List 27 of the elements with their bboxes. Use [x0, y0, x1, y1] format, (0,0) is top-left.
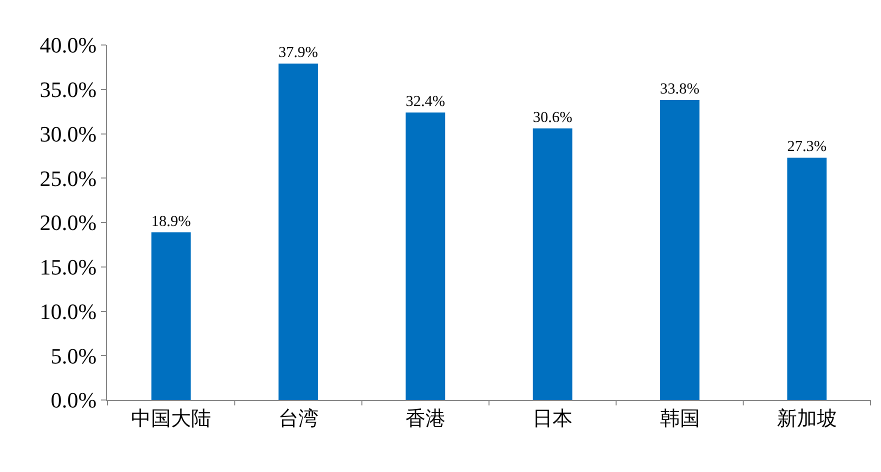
x-tick-label: 日本	[532, 406, 573, 430]
bar	[406, 112, 446, 400]
data-label: 18.9%	[151, 212, 192, 230]
x-tick-label: 香港	[405, 406, 446, 430]
x-tick-label: 中国大陆	[131, 406, 212, 430]
data-label: 27.3%	[787, 138, 827, 156]
y-tick-label: 10.0%	[40, 298, 97, 324]
bar	[532, 128, 572, 400]
bar	[787, 158, 827, 400]
y-tick-label: 0.0%	[50, 388, 97, 413]
y-tick-label: 40.0%	[40, 32, 97, 58]
y-tick-label: 25.0%	[40, 166, 97, 191]
bar	[660, 100, 700, 400]
y-tick-label: 5.0%	[50, 343, 97, 368]
x-tick-label: 韩国	[660, 406, 700, 430]
y-tick-label: 35.0%	[40, 77, 97, 102]
x-tick-label: 新加坡	[776, 406, 837, 430]
data-label: 37.9%	[278, 44, 318, 62]
bar	[151, 232, 191, 400]
y-tick-label: 15.0%	[40, 254, 97, 280]
x-tick-label: 台湾	[278, 406, 318, 430]
y-tick-label: 20.0%	[40, 210, 97, 236]
bar	[278, 64, 318, 400]
data-label: 30.6%	[532, 108, 573, 126]
data-label: 33.8%	[660, 80, 700, 98]
y-tick-label: 30.0%	[40, 121, 97, 146]
data-label: 32.4%	[406, 92, 446, 110]
